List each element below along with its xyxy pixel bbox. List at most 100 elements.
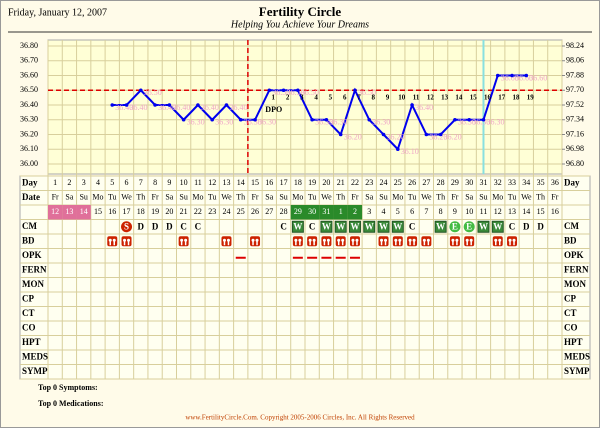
row-label: CM [564, 221, 579, 231]
value-label: 36.50 [144, 88, 162, 97]
y2-tick-label: 97.52 [566, 100, 584, 109]
cm-value: C [195, 221, 202, 231]
day-number: 36 [551, 178, 559, 187]
bd-figure [508, 238, 512, 242]
weekday: Tu [308, 193, 317, 202]
bd-figure [337, 238, 341, 242]
dpo-number: 17 [498, 94, 506, 102]
value-label: 36.40 [172, 103, 190, 112]
dpo-number: 18 [513, 94, 521, 102]
day-number: 24 [380, 178, 388, 187]
temperature-point [424, 132, 429, 137]
row-label: CO [564, 322, 578, 332]
day-number: 26 [408, 178, 416, 187]
temperature-point [524, 73, 529, 78]
bd-figure [408, 238, 412, 242]
cm-value: D [523, 221, 530, 231]
bd-icon [464, 236, 475, 247]
bd-figure [312, 238, 316, 242]
value-label: 36.30 [458, 118, 476, 127]
temperature-point [310, 117, 314, 122]
day-number: 2 [67, 178, 71, 187]
date-highlight [305, 205, 320, 220]
value-label: 36.30 [215, 118, 233, 127]
row-label: CO [22, 322, 36, 332]
bd-icon [321, 236, 332, 247]
row-label: CT [22, 308, 35, 318]
y2-tick-label: 98.24 [566, 41, 584, 50]
weekday: Mo [92, 193, 103, 202]
dpo-number: 13 [441, 94, 449, 102]
y-tick-label: 36.60 [20, 70, 38, 79]
weekday: We [321, 193, 332, 202]
weekday: Mo [492, 193, 503, 202]
temperature-point [253, 117, 257, 122]
bd-figure [469, 238, 473, 242]
row-label: MON [564, 279, 586, 289]
bd-icon [378, 236, 389, 247]
cm-value: W [293, 221, 302, 231]
temperature-point [353, 88, 357, 93]
day-number: 18 [294, 178, 302, 187]
value-label: 36.20 [344, 132, 362, 141]
cm-badge [477, 220, 490, 233]
cm-value: W [350, 221, 359, 231]
value-label: 36.30 [315, 118, 333, 127]
value-label: 36.40 [229, 103, 247, 112]
bd-figure [123, 238, 127, 242]
temperature-point [210, 117, 214, 122]
cm-value: W [336, 221, 345, 231]
value-label: 36.50 [358, 88, 376, 97]
day-number: 7 [139, 178, 143, 187]
date: 16 [108, 207, 116, 216]
bd-icon [349, 236, 360, 247]
temperature-point [139, 88, 143, 93]
day-number: 11 [194, 178, 202, 187]
value-label: 36.20 [429, 132, 447, 141]
bd-figure [308, 238, 312, 242]
bd-figure [412, 238, 416, 242]
date: 19 [151, 207, 159, 216]
row-label: Day [22, 177, 38, 187]
bd-figure [426, 238, 430, 242]
bd-figure [398, 238, 402, 242]
date: 11 [480, 207, 488, 216]
temperature-point [238, 117, 243, 122]
dpo-number: 1 [272, 94, 276, 102]
weekday: Mo [192, 193, 203, 202]
date: 20 [165, 207, 173, 216]
day-number: 25 [394, 178, 402, 187]
y-tick-label: 36.10 [20, 144, 38, 153]
date: 1 [339, 207, 343, 216]
cm-value: D [537, 221, 544, 231]
date: 31 [322, 207, 330, 216]
cm-badge [434, 220, 447, 233]
bd-figure [112, 238, 116, 242]
symptoms-label: Top 0 Symptoms: [38, 383, 98, 392]
bd-figure [180, 238, 184, 242]
date: 9 [453, 207, 457, 216]
value-label: 36.60 [515, 73, 533, 82]
day-number: 8 [153, 178, 157, 187]
dpo-number: 14 [455, 94, 463, 102]
weekday: Fr [351, 193, 358, 202]
cm-badge [491, 220, 504, 233]
weekday: Sa [65, 193, 73, 202]
value-label: 36.30 [258, 118, 276, 127]
value-label: 36.60 [529, 73, 547, 82]
day-number: 30 [465, 178, 473, 187]
cm-badge [463, 221, 475, 233]
temperature-point [153, 103, 157, 107]
date-highlight [319, 205, 334, 220]
date: 4 [382, 207, 386, 216]
weekday: Th [336, 193, 345, 202]
dpo-number: 10 [398, 94, 406, 102]
value-label: 36.40 [158, 103, 176, 112]
date: 15 [537, 207, 545, 216]
row-label: CT [564, 308, 577, 318]
day-number: 6 [125, 178, 129, 187]
temperature-point [481, 117, 486, 122]
dpo-number: 15 [470, 94, 478, 102]
weekday: Sa [365, 193, 373, 202]
bd-figure [455, 238, 459, 242]
